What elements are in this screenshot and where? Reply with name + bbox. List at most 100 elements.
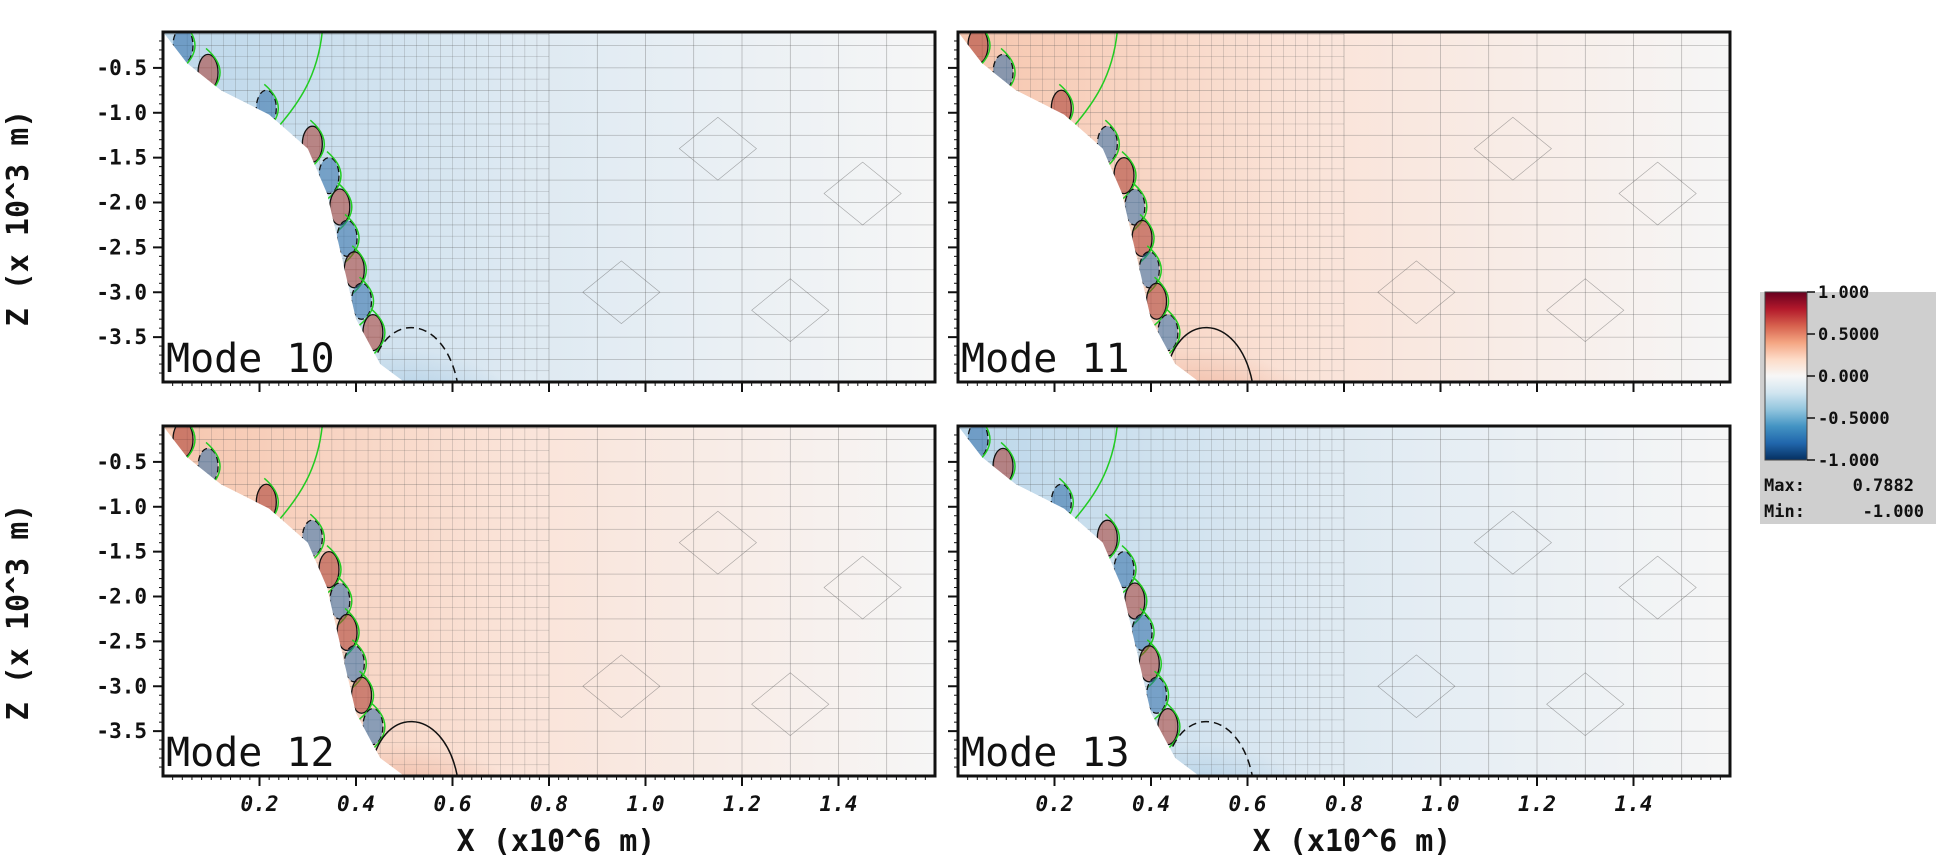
y-tick-label: -1.5 — [96, 540, 147, 564]
panel-mode-label: Mode 10 — [166, 336, 335, 382]
zero-contour — [278, 426, 323, 521]
zero-contour — [370, 308, 386, 358]
panel-mode-10: -0.5 -1.0 -1.5 -2.0 -2.5 -3.0 -3.5 Mode 10 — [96, 30, 937, 392]
panel-mode-12: -0.5 -1.0 -1.5 -2.0 -2.5 -3.0 -3.5 0.2 0.4 0.6 0.8… — [96, 424, 937, 816]
x-tick-label: 1.4 — [820, 792, 858, 816]
y-tick-label: -2.5 — [96, 235, 147, 259]
mesh-cell — [823, 555, 902, 620]
y-axis-title-bottom: Z (x 10^3 m) — [1, 504, 36, 721]
mesh-cell — [1473, 116, 1552, 181]
zero-contour — [370, 702, 386, 752]
zero-contour — [1165, 308, 1181, 358]
contour-line — [1164, 720, 1254, 776]
y-tick-label: -2.5 — [96, 629, 147, 653]
x-tick-label: 1.2 — [1518, 792, 1556, 816]
y-tick-label: -1.0 — [96, 495, 147, 519]
contour-line — [369, 720, 459, 776]
x-tick-label: 0.8 — [1325, 792, 1363, 816]
panel-content — [958, 32, 1730, 382]
mesh-cell — [1618, 161, 1697, 226]
mesh-cell — [1473, 510, 1552, 575]
mesh-cell — [823, 161, 902, 226]
panel-content — [163, 32, 935, 382]
contour-line — [1164, 326, 1254, 382]
zero-contour — [1165, 702, 1181, 752]
colorbar-min-label: Min: — [1764, 502, 1805, 522]
zero-contour — [1154, 670, 1170, 720]
mesh-cell — [582, 260, 661, 325]
zero-contour — [1073, 426, 1118, 521]
y-tick-label: -3.5 — [96, 325, 147, 349]
colorbar-ticks: 1.000 0.5000 0.000 -0.5000 -1.000 — [1807, 283, 1890, 471]
x-tick-label: 0.4 — [337, 792, 375, 816]
zero-contour — [1073, 32, 1118, 127]
x-tick-label: 1.0 — [1422, 792, 1460, 816]
land-area — [958, 32, 1200, 382]
colorbar-ramp — [1764, 291, 1808, 461]
x-axis-title-left: X (x10^6 m) — [457, 824, 656, 859]
panel-mode-label: Mode 11 — [961, 336, 1130, 382]
mesh-cell — [751, 278, 830, 343]
colorbar: 1.000 0.5000 0.000 -0.5000 -1.000 Max: 0.788… — [1760, 283, 1936, 524]
zero-contour — [278, 32, 323, 127]
axis-title-y-bottom: Z (x 10^3 m) — [1, 504, 36, 721]
x-axis-title-right: X (x10^6 m) — [1253, 824, 1452, 859]
y-tick-label: -1.5 — [96, 146, 147, 170]
contour-line — [369, 326, 459, 382]
x-tick-label: 1.0 — [627, 792, 665, 816]
mesh-cell — [1546, 278, 1625, 343]
zero-contour — [1121, 151, 1137, 201]
zero-contour — [309, 119, 325, 169]
mesh-cell — [678, 510, 757, 575]
y-axis-title-top: Z (x 10^3 m) — [1, 110, 36, 327]
x-tick-label: 0.4 — [1132, 792, 1170, 816]
mesh-cell — [1377, 654, 1456, 719]
panel-mode-label: Mode 13 — [961, 730, 1130, 776]
zero-contour — [1154, 276, 1170, 326]
zero-contour — [309, 513, 325, 563]
mesh-cell — [1618, 555, 1697, 620]
y-tick-label: -0.5 — [96, 450, 147, 474]
mesh-cell — [678, 116, 757, 181]
colorbar-tick-label: 0.5000 — [1818, 325, 1879, 345]
panel-content — [958, 426, 1730, 776]
x-tick-label: 1.2 — [723, 792, 761, 816]
colorbar-tick-label: -0.5000 — [1818, 409, 1890, 429]
y-tick-label: -2.0 — [96, 191, 147, 215]
x-tick-label: 0.6 — [1229, 792, 1267, 816]
zero-contour — [359, 276, 375, 326]
x-tick-label: 0.2 — [1036, 792, 1074, 816]
panel-mode-label: Mode 12 — [166, 730, 335, 776]
land-area — [958, 426, 1200, 776]
zero-contour — [1104, 513, 1120, 563]
x-tick-label: 0.8 — [530, 792, 568, 816]
land-area — [163, 32, 405, 382]
colorbar-tick-label: 1.000 — [1818, 283, 1869, 303]
zero-contour — [359, 670, 375, 720]
colorbar-tick-label: -1.000 — [1818, 451, 1879, 471]
axis-title-y-top: Z (x 10^3 m) — [1, 110, 36, 327]
y-tick-label: -2.0 — [96, 585, 147, 609]
y-tick-label: -3.5 — [96, 719, 147, 743]
zero-contour — [326, 545, 342, 595]
mesh-cell — [751, 672, 830, 737]
land-area — [163, 426, 405, 776]
y-tick-label: -1.0 — [96, 101, 147, 125]
colorbar-tick-label: 0.000 — [1818, 367, 1869, 387]
y-tick-label: -3.0 — [96, 280, 147, 304]
panel-mode-11: Mode 11 — [948, 30, 1732, 392]
y-tick-label: -0.5 — [96, 56, 147, 80]
mesh-cell — [582, 654, 661, 719]
panel-content — [163, 426, 935, 776]
colorbar-max-label: Max: — [1764, 476, 1805, 496]
mesh-cell — [1377, 260, 1456, 325]
colorbar-min-value: -1.000 — [1863, 502, 1924, 522]
colorbar-max-value: 0.7882 — [1853, 476, 1914, 496]
x-tick-label: 0.6 — [434, 792, 472, 816]
x-tick-label: 0.2 — [241, 792, 279, 816]
mesh-cell — [1546, 672, 1625, 737]
panel-mode-13: 0.2 0.4 0.6 0.8 1.0 1.2 1.4 Mode 13 — [948, 424, 1732, 816]
x-tick-label: 1.4 — [1615, 792, 1653, 816]
y-tick-label: -3.0 — [96, 674, 147, 698]
